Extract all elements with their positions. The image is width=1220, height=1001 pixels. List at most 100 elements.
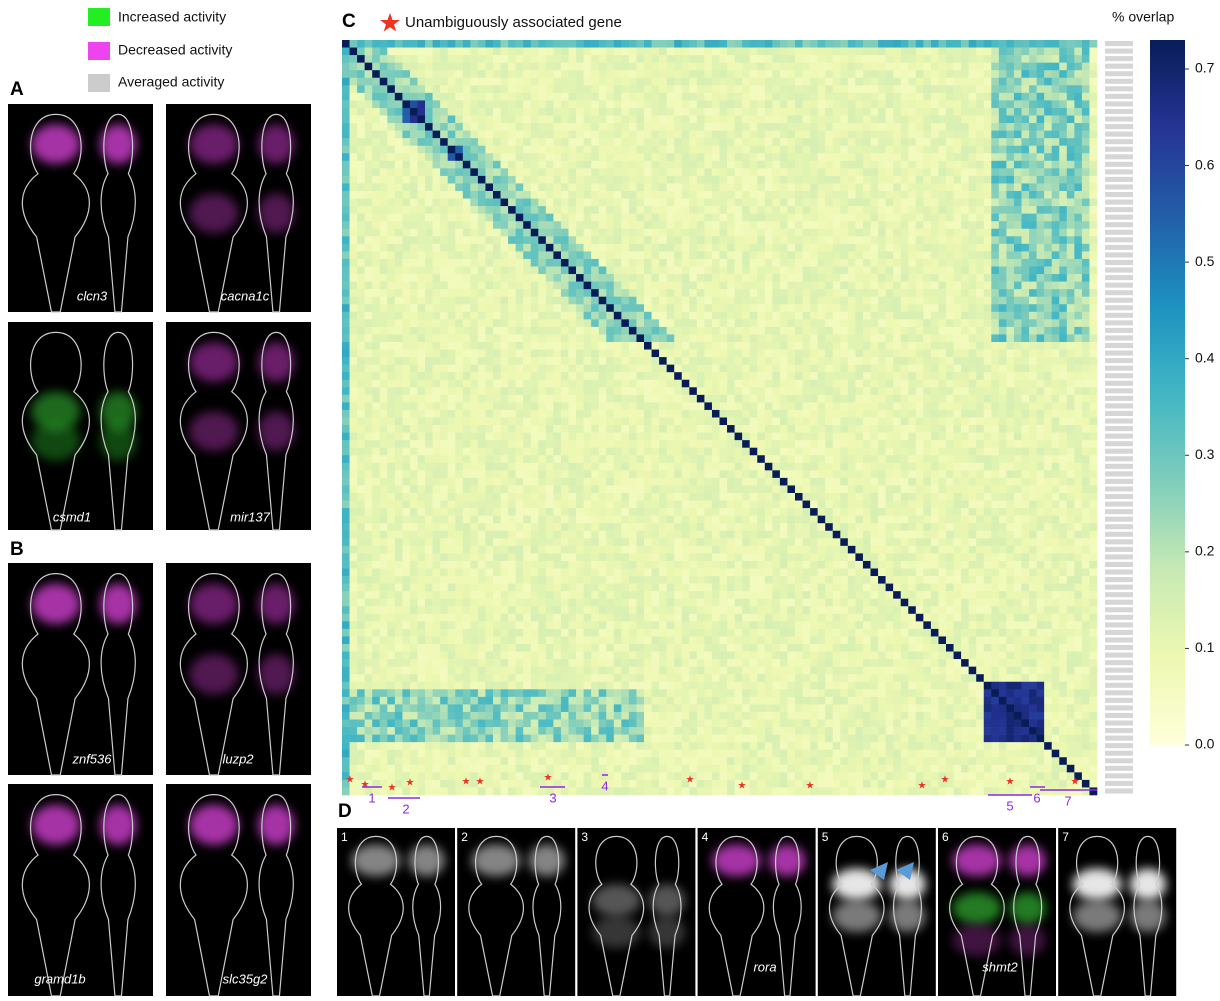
heatmap-cell: [1052, 297, 1060, 305]
heatmap-cell: [787, 146, 795, 154]
heatmap-cell: [810, 85, 818, 93]
heatmap-cell: [901, 108, 909, 116]
heatmap-cell: [410, 342, 418, 350]
gene-tick-label: [1105, 268, 1133, 273]
heatmap-cell: [1022, 131, 1030, 139]
heatmap-cell: [380, 138, 388, 146]
heatmap-cell: [425, 319, 433, 327]
heatmap-cell: [1089, 108, 1097, 116]
heatmap-cell: [704, 244, 712, 252]
heatmap-cell: [569, 244, 577, 252]
heatmap-cell: [1089, 40, 1097, 48]
heatmap-cell: [1044, 236, 1052, 244]
heatmap-cell: [569, 161, 577, 169]
heatmap-cell: [485, 138, 493, 146]
heatmap-cell: [538, 244, 546, 252]
heatmap-cell: [425, 183, 433, 191]
heatmap-cell: [561, 342, 569, 350]
heatmap-cell: [886, 229, 894, 237]
heatmap-cell: [516, 131, 524, 139]
heatmap-cell: [402, 40, 410, 48]
heatmap-cell: [818, 267, 826, 275]
heatmap-cell: [991, 183, 999, 191]
heatmap-cell: [667, 236, 675, 244]
heatmap-cell: [999, 259, 1007, 267]
heatmap-cell: [553, 123, 561, 131]
heatmap-cell: [659, 48, 667, 56]
heatmap-cell: [606, 85, 614, 93]
heatmap-cell: [606, 78, 614, 86]
heatmap-cell: [342, 267, 350, 275]
heatmap-cell: [523, 48, 531, 56]
heatmap-cell: [818, 380, 826, 388]
heatmap-cell: [410, 40, 418, 48]
heatmap-cell: [871, 372, 879, 380]
heatmap-cell: [365, 191, 373, 199]
heatmap-cell: [825, 78, 833, 86]
heatmap-cell: [387, 327, 395, 335]
heatmap-cell: [652, 334, 660, 342]
heatmap-cell: [455, 168, 463, 176]
heatmap-cell: [425, 229, 433, 237]
heatmap-cell: [433, 176, 441, 184]
heatmap-cell: [780, 334, 788, 342]
heatmap-cell: [357, 214, 365, 222]
heatmap-cell: [372, 108, 380, 116]
heatmap-cell: [961, 176, 969, 184]
heatmap-cell: [365, 161, 373, 169]
heatmap-cell: [380, 244, 388, 252]
heatmap-cell: [795, 176, 803, 184]
heatmap-cell: [969, 312, 977, 320]
heatmap-cell: [765, 168, 773, 176]
heatmap-cell: [433, 55, 441, 63]
heatmap-cell: [1044, 161, 1052, 169]
heatmap-cell: [342, 334, 350, 342]
heatmap-cell: [946, 153, 954, 161]
heatmap-cell: [659, 100, 667, 108]
heatmap-cell: [969, 319, 977, 327]
heatmap-cell: [818, 85, 826, 93]
heatmap-cell: [1089, 327, 1097, 335]
heatmap-cell: [350, 342, 358, 350]
heatmap-cell: [569, 236, 577, 244]
heatmap-cell: [720, 168, 728, 176]
heatmap-cell: [878, 289, 886, 297]
heatmap-cell: [689, 146, 697, 154]
heatmap-cell: [493, 55, 501, 63]
heatmap-cell: [501, 168, 509, 176]
heatmap-cell: [727, 236, 735, 244]
heatmap-cell: [591, 319, 599, 327]
heatmap-cell: [697, 191, 705, 199]
heatmap-cell: [516, 191, 524, 199]
heatmap-cell: [402, 312, 410, 320]
heatmap-cell: [946, 78, 954, 86]
heatmap-cell: [787, 365, 795, 373]
heatmap-cell: [508, 138, 516, 146]
heatmap-cell: [440, 183, 448, 191]
heatmap-cell: [659, 78, 667, 86]
heatmap-cell: [410, 161, 418, 169]
heatmap-cell: [463, 244, 471, 252]
heatmap-cell: [621, 85, 629, 93]
gene-tick-label: [1105, 539, 1133, 544]
heatmap-cell: [614, 168, 622, 176]
heatmap-cell: [546, 282, 554, 290]
heatmap-cell: [455, 214, 463, 222]
gene-tick-label: [1105, 230, 1133, 235]
heatmap-cell: [938, 236, 946, 244]
heatmap-cell: [840, 357, 848, 365]
heatmap-cell: [886, 267, 894, 275]
heatmap-cell: [636, 372, 644, 380]
heatmap-cell: [1022, 304, 1030, 312]
heatmap-cell: [750, 48, 758, 56]
heatmap-cell: [501, 221, 509, 229]
heatmap-cell: [531, 153, 539, 161]
heatmap-cell: [855, 191, 863, 199]
heatmap-cell: [772, 78, 780, 86]
heatmap-cell: [916, 123, 924, 131]
heatmap-cell: [674, 206, 682, 214]
heatmap-cell: [433, 267, 441, 275]
heatmap-cell: [410, 153, 418, 161]
heatmap-cell: [893, 357, 901, 365]
heatmap-cell: [463, 40, 471, 48]
